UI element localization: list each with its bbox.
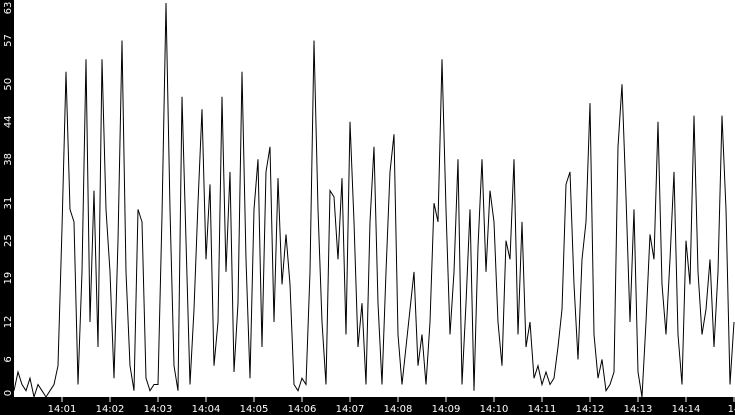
x-tick-label: 14:07 (336, 404, 365, 415)
series-line (13, 2, 735, 399)
y-tick-label: 0 (3, 390, 14, 396)
y-axis-ticks: 0 6 12 19 25 31 38 44 50 57 63 (3, 2, 14, 397)
y-tick-label: 50 (3, 78, 14, 91)
x-tick-label: 14 (728, 404, 735, 415)
x-tick-label: 14:08 (384, 404, 413, 415)
x-tick-label: 14:10 (480, 404, 509, 415)
x-tick-label: 14:04 (192, 404, 221, 415)
y-tick-label: 57 (3, 34, 14, 47)
y-tick-label: 19 (3, 272, 14, 285)
x-tick-label: 14:03 (144, 404, 173, 415)
y-tick-label: 12 (3, 316, 14, 329)
x-tick-label: 14:11 (528, 404, 557, 415)
x-axis-bar (0, 397, 735, 415)
x-tick-label: 14:01 (48, 404, 77, 415)
y-tick-label: 44 (3, 115, 14, 128)
x-tick-label: 14:05 (240, 404, 269, 415)
y-tick-label: 6 (3, 356, 14, 362)
x-tick-label: 14:06 (288, 404, 317, 415)
y-tick-label: 31 (3, 197, 14, 210)
x-tick-label: 14:14 (672, 404, 701, 415)
y-tick-label: 63 (3, 2, 14, 15)
x-tick-label: 14:13 (624, 404, 653, 415)
y-tick-label: 38 (3, 153, 14, 166)
x-tick-label: 14:02 (96, 404, 125, 415)
series-layer (13, 2, 735, 399)
y-axis-bar (0, 0, 14, 415)
x-tick-label: 14:09 (432, 404, 461, 415)
x-tick-label: 14:12 (576, 404, 605, 415)
y-tick-label: 25 (3, 234, 14, 247)
x-axis-ticks: 14:01 14:02 14:03 14:04 14:05 14:06 14:07 14:08… (48, 397, 735, 415)
